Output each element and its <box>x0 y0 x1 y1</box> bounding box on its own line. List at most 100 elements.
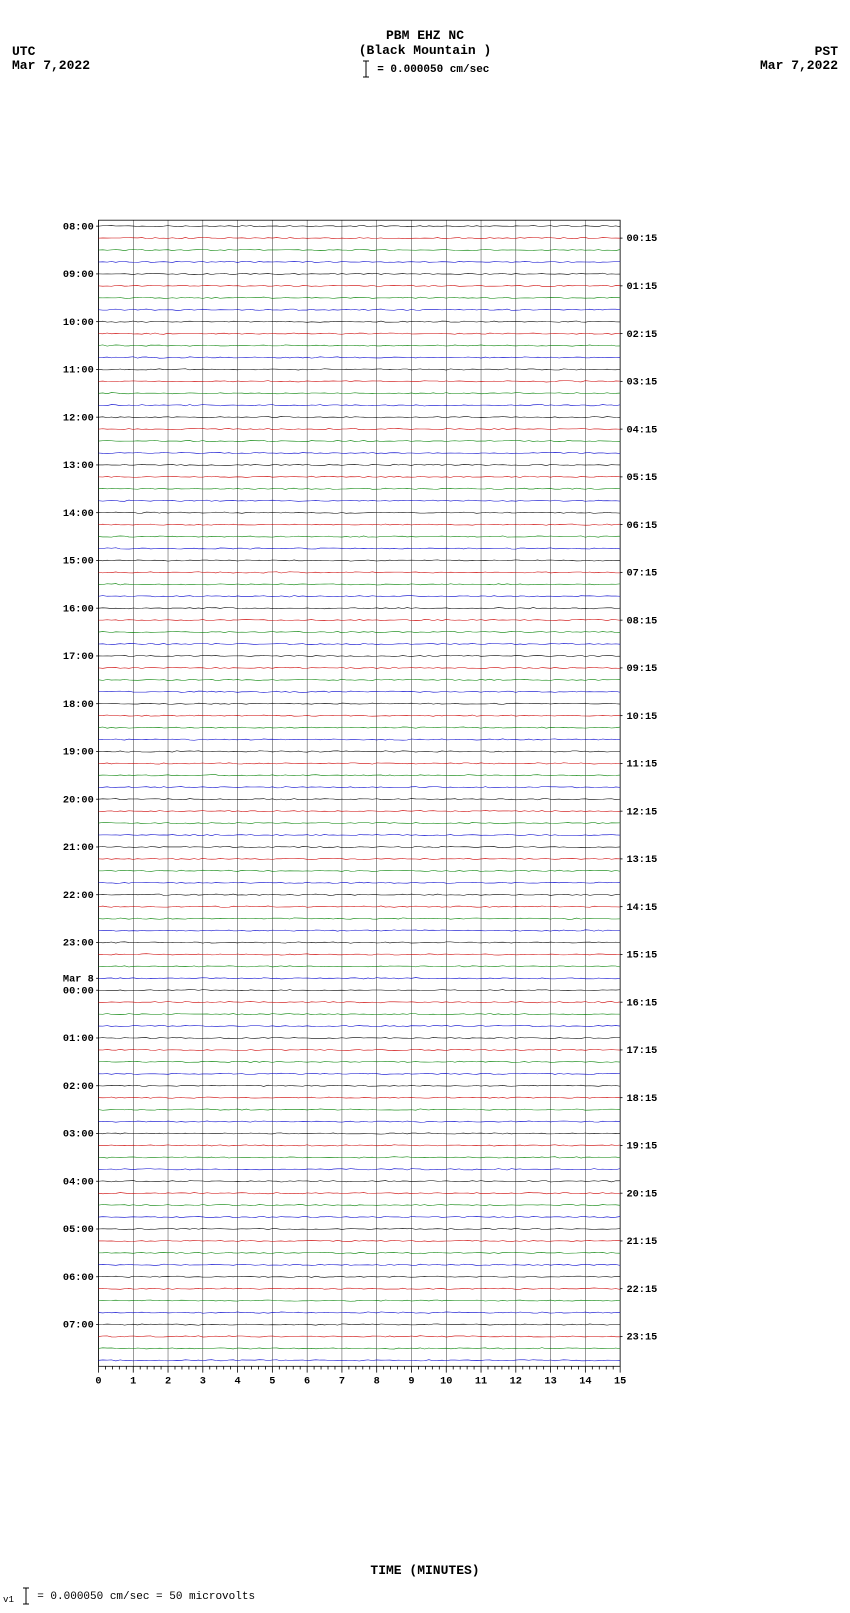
trace-line <box>98 225 620 226</box>
trace-line <box>98 655 620 656</box>
right-time-label: 15:15 <box>626 950 657 962</box>
trace-line <box>98 1097 620 1098</box>
right-time-label: 05:15 <box>626 472 657 484</box>
trace-line <box>98 1228 620 1229</box>
left-time-label: 05:00 <box>63 1224 94 1236</box>
trace-line <box>98 775 620 776</box>
trace-line <box>98 990 620 991</box>
trace-line <box>98 369 620 370</box>
left-time-label: Mar 8 <box>63 973 94 985</box>
left-time-label: 08:00 <box>63 221 94 233</box>
right-time-label: 08:15 <box>626 615 657 627</box>
trace-line <box>98 1061 620 1062</box>
trace-line <box>98 1037 620 1038</box>
x-tick-label: 1 <box>130 1376 136 1388</box>
trace-line <box>98 894 620 895</box>
left-time-label: 04:00 <box>63 1176 94 1188</box>
trace-line <box>98 1336 620 1337</box>
trace-line <box>98 1324 620 1325</box>
left-time-label: 09:00 <box>63 269 94 281</box>
trace-line <box>98 404 620 405</box>
left-time-label: 12:00 <box>63 412 94 424</box>
right-time-label: 11:15 <box>626 759 657 771</box>
left-time-label: 17:00 <box>63 651 94 663</box>
right-time-label: 22:15 <box>626 1284 657 1296</box>
trace-line <box>98 416 620 417</box>
trace-line <box>98 846 620 847</box>
trace-line <box>98 428 620 429</box>
trace-line <box>98 560 620 561</box>
trace-line <box>98 691 620 692</box>
right-time-label: 20:15 <box>626 1188 657 1200</box>
trace-line <box>98 1276 620 1277</box>
right-time-label: 06:15 <box>626 520 657 532</box>
trace-line <box>98 619 620 620</box>
station-code: PBM EHZ NC <box>0 28 850 43</box>
trace-line <box>98 309 620 310</box>
right-time-label: 12:15 <box>626 806 657 818</box>
trace-line <box>98 1252 620 1253</box>
x-axis-label: TIME (MINUTES) <box>0 1563 850 1578</box>
pst-date-label: Mar 7,2022 <box>760 58 838 73</box>
scale-indicator: = 0.000050 cm/sec <box>0 60 850 78</box>
trace-line <box>98 1109 620 1110</box>
trace-line <box>98 942 620 943</box>
trace-line <box>98 739 620 740</box>
trace-line <box>98 1085 620 1086</box>
trace-line <box>98 249 620 250</box>
trace-line <box>98 643 620 644</box>
trace-line <box>98 1348 620 1349</box>
trace-line <box>98 631 620 632</box>
trace-line <box>98 285 620 286</box>
trace-line <box>98 1157 620 1158</box>
left-time-label: 02:00 <box>63 1081 94 1093</box>
left-time-label: 15:00 <box>63 556 94 568</box>
scale-text: = 0.000050 cm/sec <box>377 64 489 76</box>
left-time-label: 16:00 <box>63 603 94 615</box>
trace-line <box>98 464 620 465</box>
trace-line <box>98 524 620 525</box>
trace-line <box>98 918 620 919</box>
trace-line <box>98 1192 620 1193</box>
station-location: (Black Mountain ) <box>0 43 850 58</box>
header: PBM EHZ NC (Black Mountain ) = 0.000050 … <box>0 0 850 78</box>
trace-line <box>98 703 620 704</box>
plot-border <box>98 220 620 1366</box>
x-tick-label: 10 <box>440 1376 452 1388</box>
trace-line <box>98 333 620 334</box>
right-time-label: 03:15 <box>626 377 657 389</box>
trace-line <box>98 1204 620 1205</box>
helicorder-plot: 012345678910111213141508:0009:0010:0011:… <box>55 88 715 1538</box>
x-tick-label: 13 <box>544 1376 556 1388</box>
trace-line <box>98 1169 620 1170</box>
trace-line <box>98 584 620 585</box>
right-time-label: 18:15 <box>626 1093 657 1105</box>
trace-line <box>98 978 620 979</box>
trace-line <box>98 679 620 680</box>
trace-line <box>98 870 620 871</box>
trace-line <box>98 810 620 811</box>
trace-line <box>98 476 620 477</box>
right-time-label: 19:15 <box>626 1141 657 1153</box>
seismogram-container: UTC Mar 7,2022 PST Mar 7,2022 PBM EHZ NC… <box>0 0 850 1613</box>
x-tick-label: 0 <box>95 1376 101 1388</box>
trace-line <box>98 512 620 513</box>
left-time-label: 10:00 <box>63 317 94 329</box>
trace-line <box>98 966 620 967</box>
left-time-label: 11:00 <box>63 365 94 377</box>
left-time-label: 21:00 <box>63 842 94 854</box>
right-time-label: 23:15 <box>626 1332 657 1344</box>
right-time-label: 10:15 <box>626 711 657 723</box>
x-tick-label: 7 <box>339 1376 345 1388</box>
x-tick-label: 11 <box>475 1376 487 1388</box>
left-time-label: 20:00 <box>63 794 94 806</box>
trace-line <box>98 596 620 597</box>
left-time-label: 18:00 <box>63 699 94 711</box>
right-time-label: 09:15 <box>626 663 657 675</box>
trace-line <box>98 381 620 382</box>
trace-line <box>98 548 620 549</box>
trace-line <box>98 1049 620 1050</box>
x-tick-label: 15 <box>614 1376 626 1388</box>
trace-line <box>98 1240 620 1241</box>
x-tick-label: 5 <box>269 1376 275 1388</box>
